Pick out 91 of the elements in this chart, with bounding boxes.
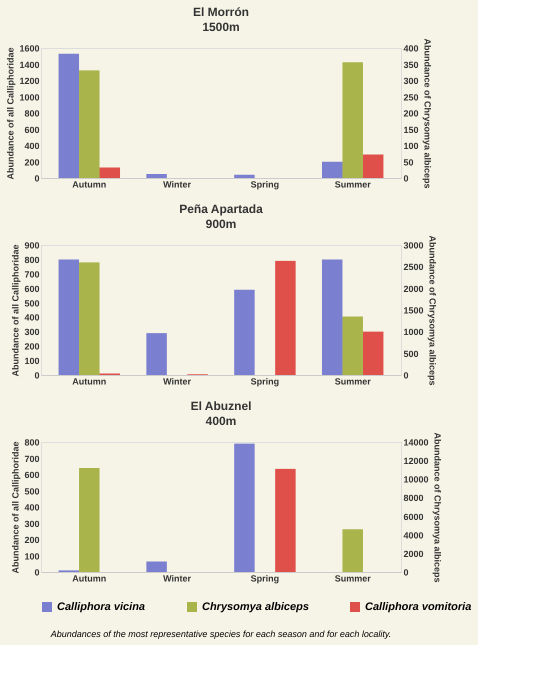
y2-tick-label: 2000 [404,284,424,294]
bar [362,154,384,178]
y2-tick-label: 200 [404,108,419,118]
x-tick-label: Summer [334,180,372,190]
y-axis-title: Abundance of all Calliphoridae [5,47,16,180]
bar [146,333,167,375]
y-tick-label: 900 [24,240,40,250]
legend-label: Calliphora vomitoria [365,601,472,613]
y2-tick-label: 8000 [404,493,424,504]
x-tick-label: Spring [250,574,280,584]
y2-tick-label: 1000 [404,327,424,338]
y-tick-label: 700 [24,269,40,280]
y-tick-label: 100 [24,551,40,562]
x-tick-label: Winter [163,180,192,190]
y-tick-label: 1000 [19,92,40,102]
x-tick-label: Winter [163,376,192,386]
bar [146,561,167,572]
x-tick-label: Autumn [72,376,106,386]
y-tick-label: 200 [24,535,40,545]
y-tick-label: 200 [24,342,40,352]
y-tick-label: 600 [24,284,40,294]
chart-subtitle: 1500m [202,20,240,34]
legend-label: Calliphora vicina [57,601,146,613]
y-tick-label: 1400 [19,60,40,70]
y2-tick-label: 500 [404,348,419,359]
y-tick-label: 700 [24,454,40,464]
bar [234,444,255,572]
y2-tick-label: 0 [404,568,409,578]
y2-tick-label: 1500 [404,306,424,316]
y-tick-label: 0 [34,568,40,578]
y2-tick-label: 100 [404,141,419,151]
y2-tick-label: 12000 [404,456,429,466]
bar [275,260,296,375]
text: Abundances of the most representative species for each season and for each locality. [50,629,392,639]
x-tick-label: Summer [334,574,372,584]
y2-tick-label: 250 [404,92,419,102]
bar [322,162,342,178]
x-tick-label: Autumn [72,574,106,584]
y-tick-label: 500 [24,298,40,308]
y2-tick-label: 50 [404,157,414,168]
chart-title: Peña Apartada [179,202,264,216]
y-tick-label: 800 [24,254,40,265]
bar [100,167,120,178]
x-tick-label: Autumn [72,180,106,190]
x-tick-label: Winter [163,574,192,584]
y2-tick-label: 10000 [404,474,429,485]
bar [234,290,255,375]
chart-title: El Morrón [193,4,249,19]
y2-tick-label: 0 [404,370,409,380]
x-tick-label: Spring [250,376,280,386]
y-tick-label: 500 [24,486,40,496]
y2-tick-label: 150 [404,124,419,135]
y-tick-label: 400 [24,312,40,323]
y2-tick-label: 300 [404,76,419,86]
x-tick-label: Summer [334,376,372,386]
y-tick-label: 800 [24,108,40,118]
y-tick-label: 1200 [19,76,40,86]
y2-tick-label: 6000 [404,512,424,522]
y-tick-label: 1600 [19,44,40,54]
y2-tick-label: 3000 [404,240,424,250]
y2-tick-label: 4000 [404,530,424,540]
y2-tick-label: 400 [404,44,419,54]
y-tick-label: 400 [24,502,40,512]
bar [146,174,167,178]
y-tick-label: 300 [24,327,40,338]
chart-subtitle: 900m [206,216,236,231]
chart-title: El Abuznel [190,398,252,413]
y-tick-label: 200 [24,157,40,168]
y2-tick-label: 14000 [404,438,429,448]
y-tick-label: 400 [24,141,40,151]
chart-subtitle: 400m [206,414,236,428]
y-axis-title: Abundance of all Calliphoridae [10,244,20,377]
x-tick-label: Spring [250,180,280,190]
y-tick-label: 100 [24,356,40,366]
y2-tick-label: 2000 [404,548,424,559]
y2-axis-title: Abundance of Chrysomya albiceps [422,38,433,189]
bar [234,174,255,178]
y2-axis-title: Abundance of Chrysomya albiceps [432,432,443,583]
y-axis-title: Abundance of all Calliphoridae [10,441,20,574]
legend-label: Chrysomya albiceps [202,601,309,613]
bar [275,468,296,572]
y2-tick-label: 2500 [404,262,424,272]
y2-axis-title: Abundance of Chrysomya albiceps [428,235,438,386]
y2-tick-label: 0 [404,174,409,184]
y2-tick-label: 350 [404,60,419,70]
y-tick-label: 300 [24,518,40,529]
y-tick-label: 600 [24,470,40,480]
y-tick-label: 0 [34,370,40,380]
y-tick-label: 800 [24,438,40,448]
y-tick-label: 600 [24,124,40,135]
y-tick-label: 0 [34,174,40,184]
